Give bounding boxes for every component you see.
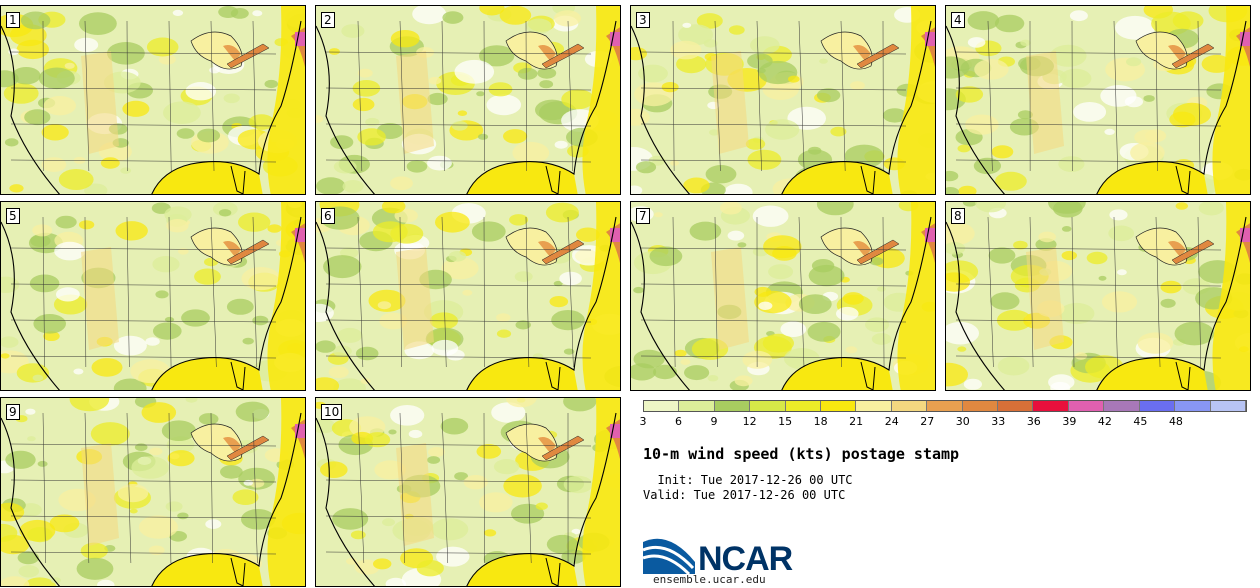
member-number-label: 5 (6, 208, 20, 224)
colorbar-tick: 24 (884, 415, 899, 428)
colorbar-tick: 21 (849, 415, 864, 428)
colorbar-tick: 18 (813, 415, 828, 428)
colorbar-tick: 6 (675, 415, 683, 428)
postage-stamp-panel: 4 (945, 5, 1251, 195)
colorbar-tick: 27 (920, 415, 935, 428)
valid-time: Valid: Tue 2017-12-26 00 UTC (643, 488, 846, 502)
postage-stamp-panel: 6 (315, 201, 621, 391)
colorbar-tick: 45 (1133, 415, 1148, 428)
chart-title: 10-m wind speed (kts) postage stamp (643, 445, 960, 463)
colorbar-tick: 48 (1168, 415, 1183, 428)
colorbar-swatch (785, 401, 822, 411)
ncar-logo-text: NCAR (698, 540, 793, 578)
colorbar-swatch (1210, 401, 1246, 411)
colorbar-swatch (1175, 401, 1211, 411)
colorbar-swatch (1033, 401, 1069, 411)
colorbar-tick: 33 (991, 415, 1006, 428)
colorbar-tick: 36 (1026, 415, 1041, 428)
colorbar-swatch (679, 401, 715, 411)
colorbar-tick: 15 (778, 415, 793, 428)
colorbar-swatch (1068, 401, 1105, 411)
postage-stamp-panel: 1 (0, 5, 306, 195)
postage-stamp-panel: 10 (315, 397, 621, 587)
colorbar-swatch (714, 401, 751, 411)
colorbar-tick: 9 (710, 415, 718, 428)
ncar-logo-icon (643, 538, 695, 574)
init-time: Init: Tue 2017-12-26 00 UTC (643, 473, 853, 487)
ensemble-site-url[interactable]: ensemble.ucar.edu (653, 573, 766, 586)
colorbar-swatch (1139, 401, 1176, 411)
colorbar-tick: 30 (955, 415, 970, 428)
member-number-label: 1 (6, 12, 20, 28)
colorbar-tick: 42 (1097, 415, 1112, 428)
postage-stamp-panel: 3 (630, 5, 936, 195)
colorbar-swatch (644, 401, 680, 411)
colorbar-swatch (998, 401, 1034, 411)
member-number-label: 3 (636, 12, 650, 28)
colorbar-swatch (962, 401, 999, 411)
member-number-label: 6 (321, 208, 335, 224)
postage-stamp-panel: 7 (630, 201, 936, 391)
colorbar-tick: 12 (742, 415, 757, 428)
colorbar-swatch (891, 401, 928, 411)
postage-stamp-panel: 2 (315, 5, 621, 195)
colorbar-tick: 39 (1062, 415, 1077, 428)
member-number-label: 10 (321, 404, 343, 420)
member-number-label: 8 (951, 208, 965, 224)
postage-stamp-panel: 8 (945, 201, 1251, 391)
member-number-label: 7 (636, 208, 650, 224)
postage-stamp-panel: 5 (0, 201, 306, 391)
member-number-label: 2 (321, 12, 335, 28)
colorbar-swatch (927, 401, 963, 411)
member-number-label: 9 (6, 404, 20, 420)
colorbar-swatch (1104, 401, 1140, 411)
postage-stamp-panel: 9 (0, 397, 306, 587)
colorbar-swatch (821, 401, 857, 411)
colorbar-swatch (750, 401, 786, 411)
member-number-label: 4 (951, 12, 965, 28)
wind-speed-colorbar (643, 400, 1247, 412)
colorbar-swatch (856, 401, 892, 411)
colorbar-tick: 3 (639, 415, 647, 428)
